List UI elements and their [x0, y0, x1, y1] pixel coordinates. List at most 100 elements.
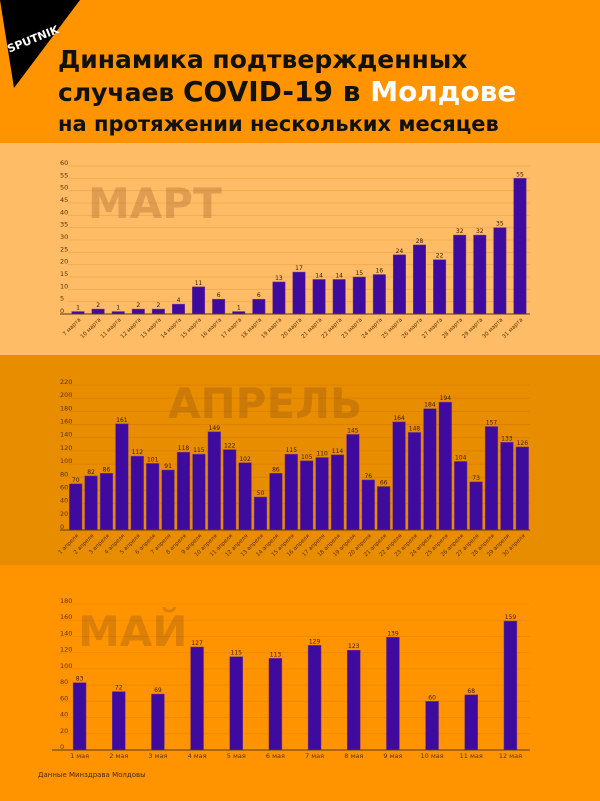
x-tick-label: 4 мая — [188, 752, 207, 760]
bar-value-label: 149 — [209, 425, 221, 432]
bar — [515, 446, 529, 531]
bar-value-label: 1 — [237, 305, 241, 312]
bar-value-label: 2 — [136, 302, 140, 309]
y-tick-label: 80 — [60, 470, 68, 478]
bar-value-label: 6 — [257, 292, 261, 299]
bar-value-label: 70 — [72, 477, 80, 484]
x-tick-label: 19 марта — [260, 317, 283, 340]
bar — [84, 475, 98, 531]
x-tick-label: 25 марта — [381, 317, 404, 340]
x-tick-label: 14 марта — [160, 317, 183, 340]
x-tick-label: 12 марта — [120, 317, 143, 340]
bar-value-label: 115 — [231, 650, 243, 657]
bar — [69, 483, 83, 531]
bar — [503, 620, 518, 751]
bar-value-label: 50 — [257, 490, 265, 497]
bar — [207, 431, 221, 531]
march-panel: 0 5 10 15 20 25 30 35 40 45 50 55 60 МАРТ 1 7 марта 2 10 … — [0, 143, 600, 355]
y-tick-label: 40 — [60, 208, 68, 216]
bar — [347, 649, 361, 751]
bar — [493, 227, 507, 315]
x-tick-label: 27 марта — [421, 317, 444, 340]
bar-value-label: 69 — [154, 687, 162, 694]
x-tick-label: 26 марта — [401, 317, 424, 340]
bar-value-label: 118 — [178, 445, 190, 452]
bar-value-label: 115 — [193, 447, 205, 454]
bar-value-label: 102 — [239, 456, 251, 463]
x-tick-label: 30 марта — [481, 317, 504, 340]
bar — [272, 281, 286, 315]
x-tick-label: 12 мая — [499, 752, 522, 760]
x-tick-label: 15 марта — [180, 317, 203, 340]
bar — [454, 461, 468, 531]
bar — [212, 298, 226, 315]
bar — [115, 423, 129, 531]
y-tick-label: 5 — [60, 295, 64, 303]
bar — [513, 178, 527, 315]
bar — [292, 271, 306, 315]
y-tick-label: 120 — [60, 646, 72, 654]
x-tick-label: 28 марта — [441, 317, 464, 340]
x-tick-label: 6 мая — [266, 752, 285, 760]
bar — [315, 457, 329, 531]
bar — [346, 434, 360, 531]
bar — [352, 276, 366, 315]
bar — [151, 693, 165, 751]
bar-value-label: 133 — [501, 435, 513, 442]
bar-value-label: 15 — [355, 270, 363, 277]
bar-value-label: 32 — [456, 228, 464, 235]
bar — [433, 259, 447, 315]
bar-value-label: 17 — [295, 265, 303, 272]
bar — [252, 298, 266, 315]
bar — [312, 279, 326, 315]
bar-value-label: 11 — [195, 280, 203, 287]
y-tick-label: 100 — [60, 457, 72, 465]
y-tick-label: 15 — [60, 270, 68, 278]
source-note: Данные Минздрава Молдовы — [38, 771, 146, 779]
y-tick-label: 160 — [60, 418, 72, 426]
x-tick-label: 16 марта — [200, 317, 223, 340]
y-tick-label: 40 — [60, 497, 68, 505]
bar — [425, 701, 439, 751]
bar-value-label: 66 — [380, 480, 388, 487]
y-tick-label: 140 — [60, 629, 72, 637]
bar — [268, 658, 283, 751]
page-title: Динамика подтвержденных случаев COVID-19… — [58, 44, 588, 139]
title-country: Молдове — [370, 75, 517, 108]
x-tick-label: 2 мая — [109, 752, 128, 760]
bar — [72, 682, 87, 751]
bar — [361, 479, 375, 531]
bar-value-label: 148 — [409, 425, 421, 432]
bar-value-label: 112 — [132, 449, 144, 456]
y-tick-label: 60 — [60, 483, 68, 491]
bar-value-label: 164 — [393, 415, 405, 422]
x-tick-label: 31 марта — [502, 317, 525, 340]
bar — [253, 496, 268, 531]
y-tick-label: 180 — [60, 597, 72, 605]
y-tick-label: 60 — [60, 694, 68, 702]
bar — [146, 463, 160, 531]
x-tick-label: 7 марта — [62, 317, 82, 337]
x-tick-label: 24 марта — [361, 317, 384, 340]
may-panel: 0 20 40 60 80 100 120 140 160 180 МАЙ 83 1 мая 72 2 ма… — [0, 565, 600, 801]
y-tick-label: 55 — [60, 171, 68, 179]
bar-value-label: 159 — [505, 614, 517, 621]
april-panel: 0 20 40 60 80 100 120 140 160 180 200 220 АПРЕЛЬ 70 1 … — [0, 355, 600, 565]
bar — [473, 234, 487, 315]
x-tick-label: 10 марта — [80, 317, 103, 340]
month-watermark: МАРТ — [88, 179, 222, 228]
bar — [223, 449, 237, 531]
y-tick-label: 80 — [60, 678, 68, 686]
bar — [91, 308, 105, 315]
bar — [190, 646, 204, 751]
bar-value-label: 14 — [315, 272, 323, 279]
bar-value-label: 2 — [156, 302, 160, 309]
bar — [307, 645, 322, 751]
bar-value-label: 13 — [275, 275, 283, 282]
bar-value-label: 32 — [476, 228, 484, 235]
bar-value-label: 161 — [116, 417, 128, 424]
y-tick-label: 0 — [60, 523, 64, 531]
bar — [99, 473, 114, 531]
bar-value-label: 139 — [387, 630, 399, 637]
